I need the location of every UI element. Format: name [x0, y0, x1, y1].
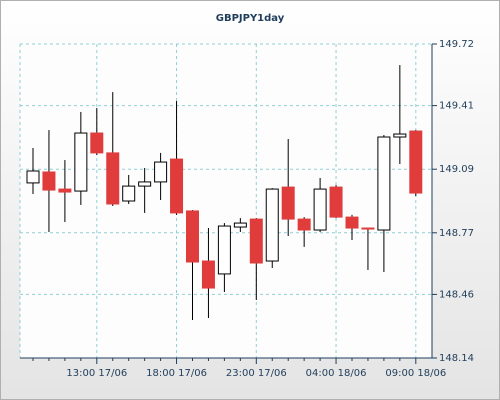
candle-body [313, 188, 327, 231]
candle-body [170, 158, 184, 214]
candle-body [217, 225, 231, 275]
y-tick-label: 148.46 [439, 289, 474, 300]
x-tick-label: 23:00 17/06 [226, 368, 287, 379]
candle-body [361, 227, 375, 230]
candle-body [409, 130, 423, 194]
candle-body [74, 132, 88, 192]
candle-body [201, 260, 215, 289]
candle-body [377, 136, 391, 231]
x-tick-label: 09:00 18/06 [385, 368, 446, 379]
candle-body [297, 218, 311, 231]
chart-title: GBPJPY1day [216, 13, 285, 24]
y-tick-label: 149.41 [439, 101, 474, 112]
y-tick-label: 149.72 [439, 39, 474, 50]
y-tick-label: 148.77 [439, 228, 474, 239]
candle-body [329, 186, 343, 218]
candle-body [186, 210, 199, 263]
candle-body [122, 185, 136, 202]
candle-body [233, 222, 247, 228]
candle-body [249, 218, 263, 264]
candle-body [26, 170, 40, 184]
candle-body [154, 161, 168, 183]
candle-body [265, 188, 279, 262]
candle-body [138, 181, 152, 187]
x-tick-label: 04:00 18/06 [306, 368, 367, 379]
candle-body [281, 186, 295, 220]
candle-body [345, 216, 359, 229]
x-tick-label: 18:00 17/06 [146, 368, 207, 379]
y-tick-label: 149.09 [439, 164, 474, 175]
y-tick-label: 148.14 [439, 353, 474, 364]
candle-body [106, 152, 120, 205]
plot-area [20, 44, 432, 358]
candle-body [42, 171, 56, 191]
x-tick-label: 13:00 17/06 [66, 368, 127, 379]
candle-body [393, 133, 407, 138]
candle-body [90, 132, 104, 154]
candle-body [58, 188, 72, 193]
